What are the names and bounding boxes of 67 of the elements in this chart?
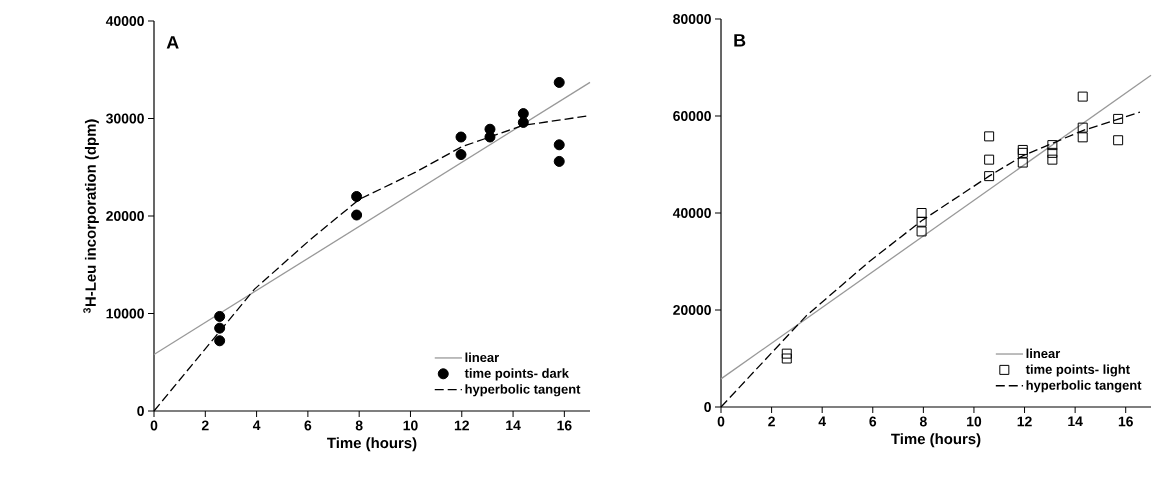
x-tick-label: 16: [1118, 416, 1133, 427]
y-tick-label: 80000: [673, 14, 711, 24]
point: [1017, 157, 1028, 168]
point: [214, 322, 226, 334]
point: [553, 139, 565, 151]
y-tick-label: 40000: [105, 16, 144, 26]
point: [781, 348, 792, 359]
text: B: [734, 34, 746, 47]
x-axis-title: Time (hours): [327, 437, 417, 452]
point: [517, 116, 529, 128]
x-tick-label: 14: [506, 420, 521, 431]
x-tick-label: 0: [150, 420, 158, 431]
x-axis-title: Time (hours): [891, 433, 981, 448]
y-tick-label: 0: [704, 402, 711, 412]
point: [1047, 147, 1058, 158]
y-tick-label: 20000: [106, 211, 144, 221]
x-tick-label: 12: [1017, 416, 1032, 427]
x-tick-label: 10: [403, 420, 418, 431]
point: [984, 154, 995, 165]
point: [351, 209, 363, 221]
point: [781, 353, 792, 364]
point: [1077, 91, 1088, 102]
point: [1047, 154, 1058, 165]
x-tick-label: 16: [557, 420, 572, 431]
y-tick-label: 10000: [106, 308, 144, 319]
point: [984, 131, 995, 142]
x-tick-label: 8: [919, 416, 927, 427]
point: [916, 226, 927, 237]
y-tick-label: 40000: [672, 208, 711, 218]
legend-label: hyperbolic tangent: [1026, 380, 1142, 393]
legend-label: linear: [1026, 348, 1061, 359]
y-tick-label: 30000: [106, 113, 144, 124]
point: [214, 335, 226, 347]
legend-label: time points- light: [1025, 364, 1130, 377]
y-tick-label: 60000: [673, 111, 711, 121]
y-axis-title: $^{3}$H-Leu incorporation (dpm): [83, 119, 99, 314]
legend-label: time points- dark: [464, 368, 569, 381]
text: A: [166, 36, 179, 49]
point: [916, 216, 927, 227]
point: [1113, 113, 1124, 124]
point: [553, 155, 565, 167]
point: [984, 171, 995, 182]
x-tick-label: 2: [201, 420, 209, 431]
x-tick-label: 10: [967, 416, 982, 427]
point: [553, 76, 565, 88]
point: [1077, 132, 1088, 143]
x-tick-label: 4: [252, 420, 261, 431]
y-tick-label: 20000: [673, 305, 711, 315]
point: [1047, 140, 1058, 151]
x-tick-label: 0: [717, 416, 725, 427]
x-tick-label: 4: [818, 416, 826, 427]
point: [1077, 122, 1088, 133]
legend-label: linear: [465, 352, 499, 363]
point: [214, 310, 226, 322]
x-tick-label: 14: [1068, 416, 1083, 427]
point: [455, 131, 467, 143]
x-tick-label: 2: [768, 416, 775, 427]
x-tick-label: 6: [304, 420, 312, 431]
point: [1113, 135, 1124, 146]
x-tick-label: 8: [355, 420, 363, 431]
x-tick-label: 12: [454, 420, 469, 431]
y-tick-label: 0: [137, 406, 144, 416]
point: [455, 149, 467, 161]
point: [351, 191, 363, 202]
legend-label: hyperbolic tangent: [465, 384, 581, 397]
point: [916, 208, 927, 218]
x-tick-label: 6: [869, 416, 877, 427]
